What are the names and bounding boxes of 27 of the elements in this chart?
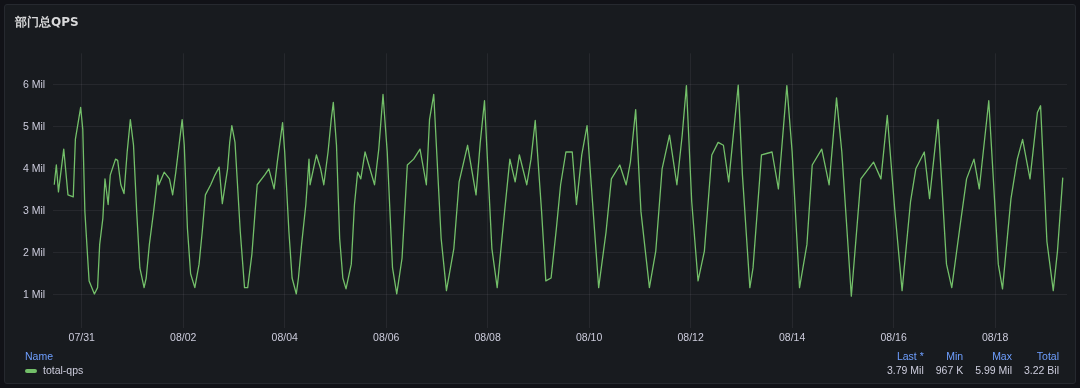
text: Total [1035,349,1060,363]
x-tick-label: 08/10 [576,330,603,343]
x-tick-label: 08/16 [880,330,907,343]
legend-label: total-qps [42,363,85,377]
x-tick-label: 07/31 [68,330,96,343]
y-tick-label: 1 Mil [23,287,46,300]
x-tick-label: 08/06 [373,330,400,343]
chart-title: 部门总QPS [15,14,79,31]
y-tick-label: 2 Mil [23,245,46,258]
text: 967 K [934,363,965,377]
x-tick-label: 08/12 [677,330,704,343]
text: Name [24,349,54,363]
text: Last * [895,349,925,363]
y-tick-label: 4 Mil [23,161,46,174]
y-tick-label: 3 Mil [23,203,46,216]
y-tick-label: 5 Mil [23,119,46,132]
text: Min [945,349,965,363]
x-tick-label: 08/08 [474,330,501,343]
text: 3.22 Bil [1022,363,1060,377]
x-tick-label: 08/18 [981,330,1009,343]
x-tick-label: 08/04 [271,330,298,343]
text: 5.99 Mil [974,363,1013,377]
x-tick-label: 08/14 [778,330,806,343]
x-tick-label: 08/02 [170,330,197,343]
text: Max [991,349,1013,363]
text: 3.79 Mil [886,363,925,377]
y-tick-label: 6 Mil [23,77,46,90]
